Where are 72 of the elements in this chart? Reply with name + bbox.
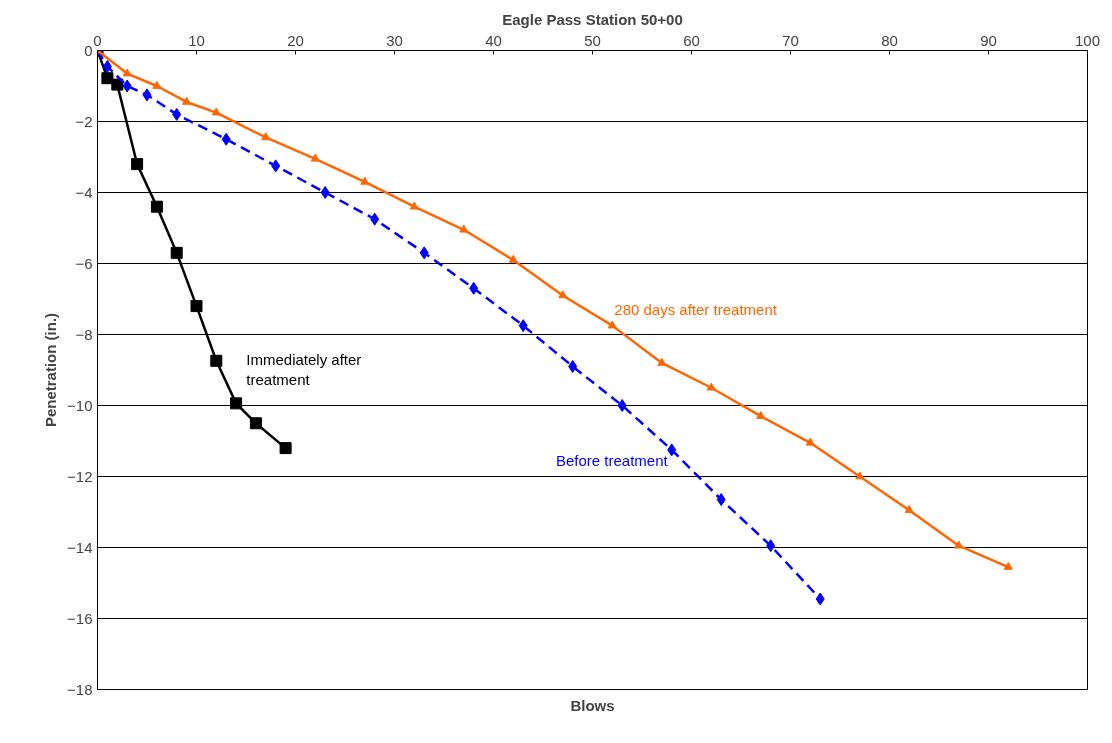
point <box>568 359 578 373</box>
point <box>249 417 262 430</box>
point <box>657 357 667 366</box>
x-tick-label: 30 <box>386 31 403 49</box>
point <box>131 158 144 171</box>
point <box>150 200 163 213</box>
x-tick-label: 90 <box>980 31 997 49</box>
point <box>320 186 330 199</box>
point <box>152 80 162 89</box>
point <box>815 592 825 606</box>
x-tick-label: 80 <box>881 31 898 49</box>
point <box>469 281 479 295</box>
point <box>172 107 182 121</box>
point <box>370 212 380 226</box>
point <box>518 319 528 333</box>
point <box>459 224 469 233</box>
point <box>122 79 132 93</box>
point <box>221 132 231 146</box>
x-tick-label: 60 <box>683 31 700 49</box>
y-tick-label: −18 <box>67 680 93 698</box>
point <box>508 254 518 263</box>
point <box>122 68 132 77</box>
point <box>182 96 192 105</box>
point <box>101 72 114 85</box>
series-label: Immediately after treatment <box>246 350 362 389</box>
y-tick-label: −8 <box>75 325 93 343</box>
point <box>954 540 964 549</box>
point <box>190 300 203 313</box>
point <box>756 411 766 419</box>
y-tick-label: −14 <box>67 538 93 556</box>
y-tick-label: −12 <box>67 467 93 485</box>
point <box>855 471 865 480</box>
x-tick-label: 20 <box>287 31 304 49</box>
point <box>558 290 568 299</box>
point <box>716 493 726 507</box>
x-tick-label: 70 <box>782 31 799 49</box>
point <box>230 397 243 410</box>
point <box>706 382 716 391</box>
series-label: 280 days after treatment <box>614 300 778 318</box>
series-label: Before treatment <box>555 451 669 469</box>
point <box>409 201 419 210</box>
point <box>667 443 677 457</box>
y-tick-label: −10 <box>67 396 93 414</box>
point <box>310 153 320 162</box>
x-tick-label: 40 <box>485 31 502 49</box>
y-tick-label: −6 <box>75 254 93 272</box>
point <box>142 88 152 102</box>
point <box>1003 561 1013 570</box>
y-tick-label: −2 <box>75 112 93 130</box>
point <box>102 59 112 73</box>
point <box>419 246 429 260</box>
point <box>170 246 183 259</box>
point <box>261 132 271 141</box>
point <box>360 176 370 185</box>
point <box>617 399 627 412</box>
point <box>210 354 223 367</box>
point <box>279 442 292 455</box>
x-axis-title: Blows <box>570 696 615 714</box>
x-tick-label: 100 <box>1074 31 1101 49</box>
point <box>904 505 914 514</box>
point <box>211 107 221 116</box>
point <box>111 78 124 91</box>
x-tick-label: 10 <box>188 31 205 49</box>
y-tick-label: −16 <box>67 609 93 627</box>
x-tick-label: 50 <box>584 31 601 49</box>
y-axis-title: Penetration (in.) <box>42 312 60 428</box>
y-tick-label: −4 <box>75 183 93 201</box>
point <box>607 320 617 329</box>
point <box>271 159 281 173</box>
chart-title: Eagle Pass Station 50+00 <box>502 10 683 28</box>
point <box>805 437 815 446</box>
point <box>766 539 776 553</box>
